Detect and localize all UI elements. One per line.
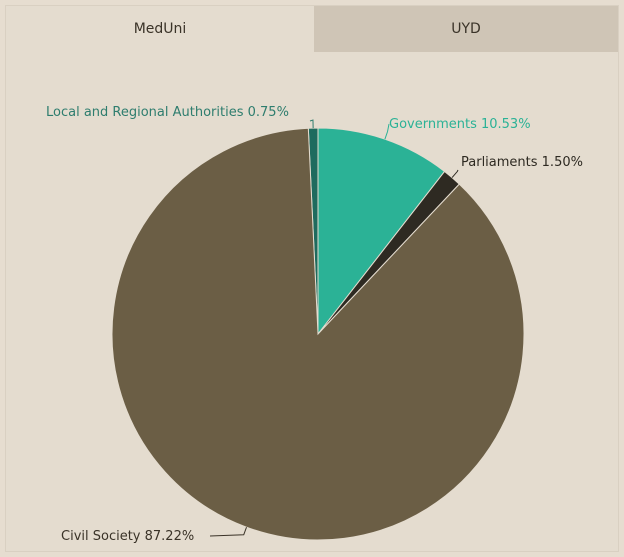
- data-label: Civil Society 87.22%: [61, 529, 194, 544]
- tab-bar: MedUni UYD: [6, 6, 618, 52]
- connector-line: [384, 123, 390, 140]
- connector-line: [209, 527, 247, 537]
- pie-slice-governments[interactable]: [317, 127, 446, 336]
- connector-line: [451, 169, 459, 178]
- tab-uyd[interactable]: UYD: [314, 6, 618, 52]
- data-label: Parliaments 1.50%: [461, 155, 583, 170]
- data-label: Local and Regional Authorities 0.75%: [46, 105, 289, 120]
- data-label: Governments 10.53%: [389, 117, 531, 132]
- pie-slice-civil-society[interactable]: [111, 127, 525, 541]
- tab-meduni[interactable]: MedUni: [6, 6, 314, 52]
- connector-line: [309, 119, 314, 129]
